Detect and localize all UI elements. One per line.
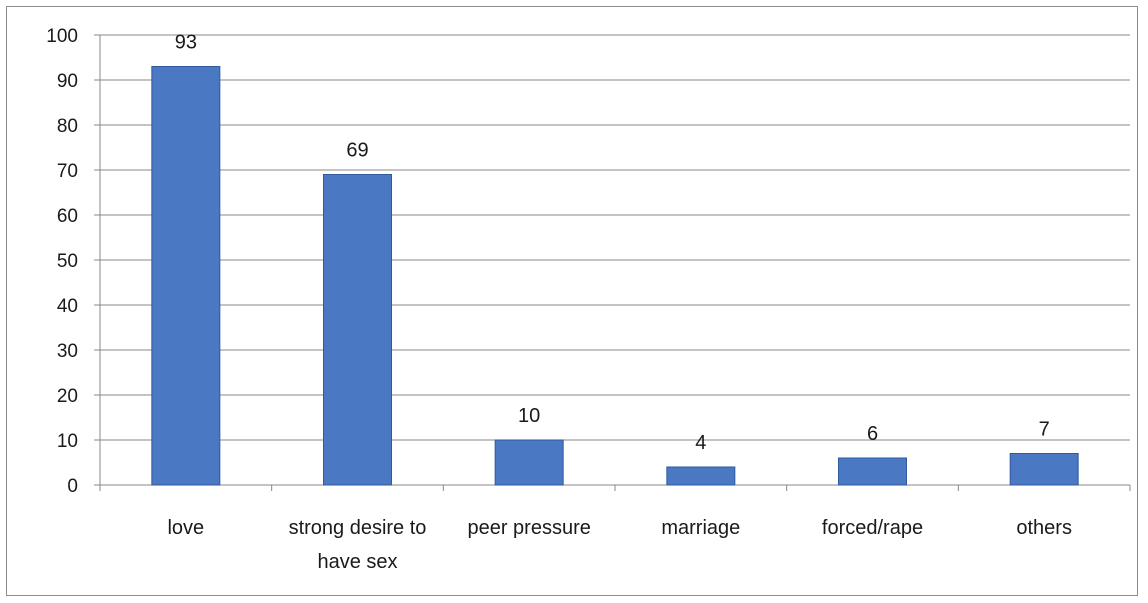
y-tick-label: 90 <box>57 71 78 92</box>
y-tick-label: 40 <box>57 296 78 317</box>
bar-3 <box>666 466 736 486</box>
bar-1 <box>323 174 392 486</box>
labels: 0 10 20 30 40 50 60 70 80 90 100 93 love 69 strong des… <box>46 26 1072 573</box>
y-tick-label: 100 <box>46 26 78 47</box>
bar-0 <box>151 66 221 486</box>
category-label: forced/rape <box>822 517 923 539</box>
bar-4 <box>838 457 907 486</box>
y-tick-label: 0 <box>67 476 78 497</box>
y-tick-label: 30 <box>57 341 78 362</box>
y-tick-label: 70 <box>57 161 78 182</box>
y-tick-label: 10 <box>57 431 78 452</box>
bar-2 <box>494 439 564 486</box>
axes <box>94 34 1131 491</box>
category-label: have sex <box>317 551 397 573</box>
bars <box>151 66 1079 486</box>
y-tick-label: 60 <box>57 206 78 227</box>
y-tick-label: 50 <box>57 251 78 272</box>
data-label: 93 <box>175 32 197 54</box>
category-label: others <box>1016 517 1072 539</box>
category-label: love <box>167 517 204 539</box>
grid-lines <box>100 34 1130 441</box>
data-label: 4 <box>695 432 706 454</box>
category-label: marriage <box>661 517 740 539</box>
data-label: 69 <box>346 140 368 162</box>
data-label: 10 <box>518 405 540 427</box>
y-tick-label: 20 <box>57 386 78 407</box>
bar-5 <box>1009 453 1079 486</box>
data-label: 7 <box>1039 419 1050 441</box>
category-label: strong desire to <box>289 517 427 539</box>
data-label: 6 <box>867 423 878 445</box>
y-tick-label: 80 <box>57 116 78 137</box>
category-label: peer pressure <box>467 517 590 539</box>
